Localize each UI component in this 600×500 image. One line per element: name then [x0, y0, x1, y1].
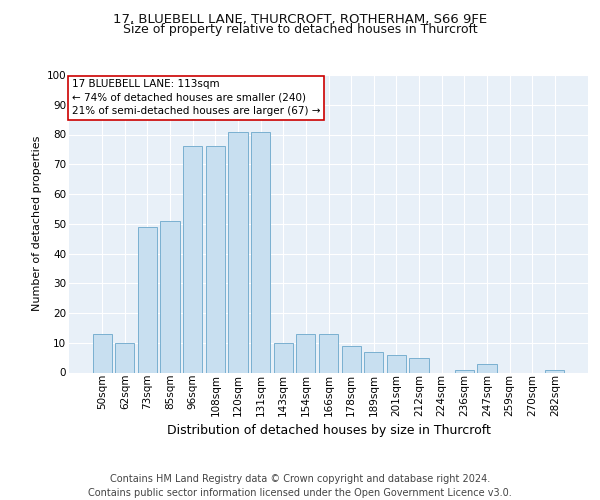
Bar	[364, 352, 383, 372]
Bar	[477, 364, 497, 372]
Bar	[160, 221, 180, 372]
Bar	[92, 334, 112, 372]
Text: 17 BLUEBELL LANE: 113sqm
← 74% of detached houses are smaller (240)
21% of semi-: 17 BLUEBELL LANE: 113sqm ← 74% of detach…	[71, 80, 320, 116]
Bar	[206, 146, 225, 372]
Bar	[183, 146, 202, 372]
Bar	[455, 370, 474, 372]
Bar	[138, 226, 157, 372]
Bar	[319, 334, 338, 372]
Bar	[251, 132, 270, 372]
Text: 17, BLUEBELL LANE, THURCROFT, ROTHERHAM, S66 9FE: 17, BLUEBELL LANE, THURCROFT, ROTHERHAM,…	[113, 12, 487, 26]
Bar	[409, 358, 428, 372]
Bar	[387, 354, 406, 372]
Bar	[341, 346, 361, 372]
Bar	[274, 343, 293, 372]
Bar	[229, 132, 248, 372]
X-axis label: Distribution of detached houses by size in Thurcroft: Distribution of detached houses by size …	[167, 424, 490, 438]
Text: Contains HM Land Registry data © Crown copyright and database right 2024.
Contai: Contains HM Land Registry data © Crown c…	[88, 474, 512, 498]
Bar	[296, 334, 316, 372]
Y-axis label: Number of detached properties: Number of detached properties	[32, 136, 43, 312]
Bar	[115, 343, 134, 372]
Text: Size of property relative to detached houses in Thurcroft: Size of property relative to detached ho…	[122, 24, 478, 36]
Bar	[545, 370, 565, 372]
